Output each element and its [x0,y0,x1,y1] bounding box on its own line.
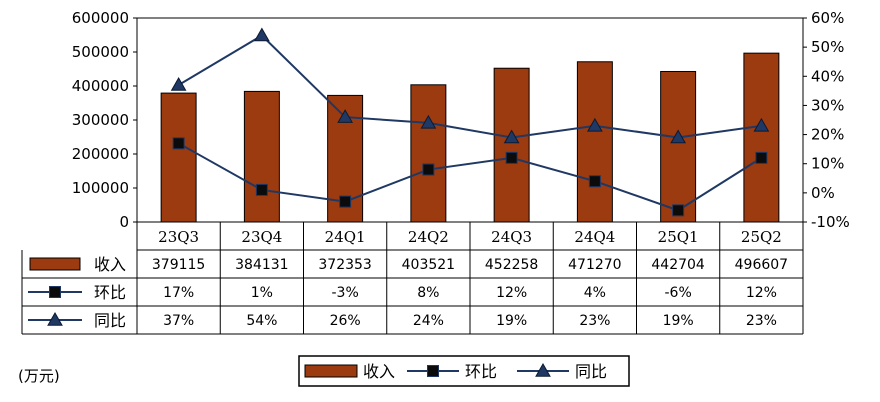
revenue-bar [410,84,447,223]
table-cell: 17% [163,285,194,301]
legend-label: 收入 [363,362,395,381]
y-right-tick-label: 20% [811,126,844,144]
mom-line-point [672,204,685,217]
unit-label: (万元) [18,367,60,385]
plot-frame [136,17,804,223]
row-key-marker [47,311,63,326]
y-axis-left: 0 100000 200000 300000 400000 500000 600000 [72,9,137,231]
table-cell: 379115 [152,257,205,273]
y-right-tick-label: 60% [811,9,844,27]
table-cell: 4% [584,285,606,301]
y-left-tick-label: 0 [119,213,129,231]
y-right-tick-label: 0% [811,184,835,202]
y-right-tick-label: 30% [811,96,844,114]
yoy-line-point [503,129,520,144]
mom-line-point [422,163,435,176]
category-label: 25Q2 [741,228,782,246]
revenue-bar [660,70,697,223]
table-cell: -6% [664,285,691,301]
row-key-marker [49,286,61,298]
table-cell: 442704 [651,257,705,273]
category-label: 24Q3 [491,228,532,246]
y-right-tick-label: 10% [811,155,844,173]
plot-border [136,17,804,223]
y-left-tick-label: 100000 [72,179,129,197]
yoy-line-point [753,117,770,132]
revenue-bar [493,67,530,223]
table-cell: 1% [251,285,273,301]
table-cell: 19% [496,313,527,329]
data-table: 23Q3 23Q4 24Q1 24Q2 24Q3 24Q4 25Q1 25Q2 收入 379115… [21,222,804,335]
row-label: 收入 [94,255,126,274]
yoy-line-point [587,117,603,132]
table-cell: 24% [413,313,444,329]
row-label: 同比 [94,311,126,330]
revenue-bar [743,52,780,223]
table-cell: 54% [246,313,277,329]
yoy-line-point [170,77,187,91]
mom-line-point [172,137,185,150]
table-cell: 12% [496,285,527,301]
legend-label: 环比 [465,362,497,381]
revenue-bar [243,90,280,223]
y-left-tick-label: 500000 [72,43,129,61]
growth-lines [170,27,770,217]
table-cell: 8% [417,285,439,301]
table-cell: 19% [663,313,694,329]
yoy-line-point [254,27,270,42]
mom-line-point [255,183,268,196]
legend-marker-mom [427,365,439,377]
yoy-line-point [337,109,353,123]
yoy-line [178,34,762,139]
revenue-bar [160,92,197,223]
category-label: 25Q1 [658,228,699,246]
mom-line-point [505,151,518,164]
legend-marker-yoy [535,362,551,377]
category-label: 23Q4 [241,228,282,246]
y-right-tick-label: 40% [811,67,844,85]
table-cell: 452258 [485,257,538,273]
legend: 收入 环比 同比 [298,355,630,387]
mom-line-point [755,151,768,164]
table-cell: 496607 [735,257,788,273]
category-label: 24Q1 [325,228,366,246]
row-label: 环比 [94,283,126,302]
table-cell: 37% [163,313,194,329]
table-cell: 23% [579,313,610,329]
table-cell: -3% [331,285,358,301]
mom-line [178,142,762,212]
table-cell: 12% [746,285,777,301]
y-left-tick-label: 400000 [72,77,129,95]
revenue-bars [160,52,780,223]
y-left-tick-label: 600000 [72,9,129,27]
y-axis-right: -10% 0% 10% 20% 30% 40% 50% 60% [803,9,850,231]
y-right-tick-label: -10% [811,213,850,231]
yoy-line-point [420,114,437,129]
table-cell: 403521 [402,257,455,273]
table-cell: 372353 [318,257,371,273]
category-label: 24Q2 [408,228,449,246]
yoy-line-point [670,129,686,144]
legend-swatch-revenue [304,364,358,378]
table-cell: 26% [330,313,361,329]
y-left-tick-label: 200000 [72,145,129,163]
mom-line-point [339,195,352,208]
mom-line-point [588,175,601,188]
table-cell: 23% [746,313,777,329]
y-left-tick-label: 300000 [72,111,129,129]
table-cell: 471270 [568,257,621,273]
legend-label: 同比 [575,362,607,381]
category-label: 23Q3 [158,228,199,246]
category-label: 24Q4 [574,228,615,246]
revenue-bar [576,61,613,223]
y-right-tick-label: 50% [811,38,844,56]
table-cell: 384131 [235,257,288,273]
row-key-swatch [29,257,81,271]
